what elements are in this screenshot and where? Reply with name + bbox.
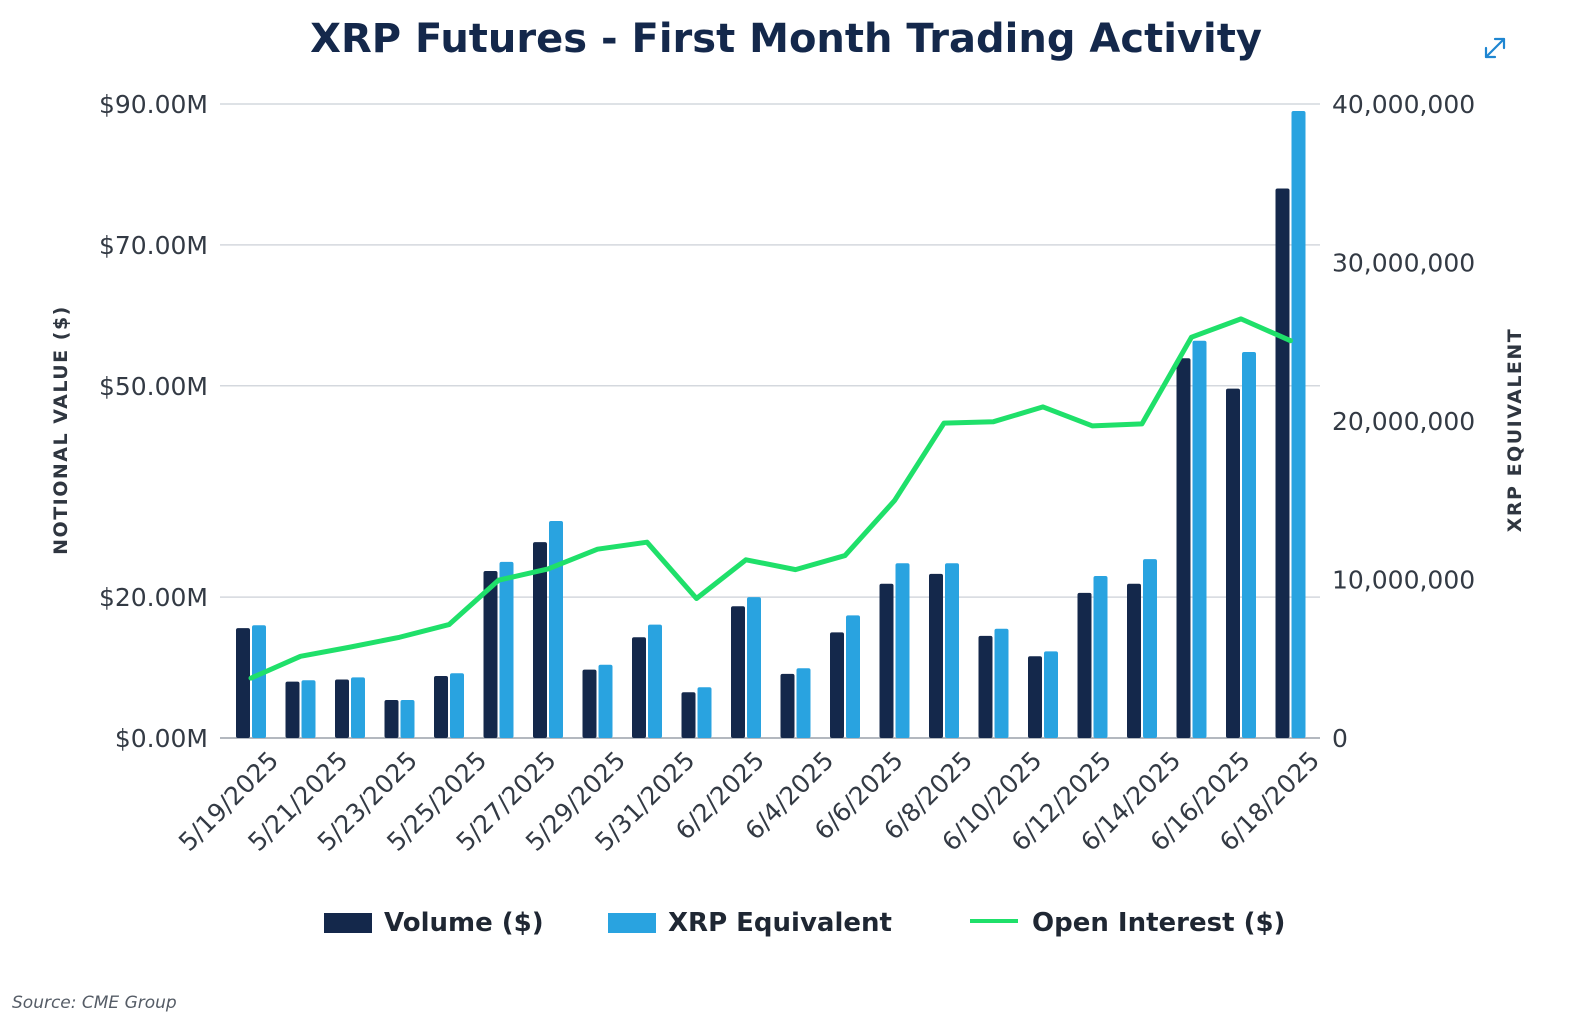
legend-label-volume: Volume ($) xyxy=(384,908,544,938)
left-tick-label: $20.00M xyxy=(99,583,208,612)
volume-bar xyxy=(236,628,250,738)
volume-bar xyxy=(1028,656,1042,738)
xrp-equivalent-bar xyxy=(945,563,959,738)
legend: Volume ($) XRP Equivalent Open Interest … xyxy=(324,908,1285,938)
xrp-equivalent-bar xyxy=(796,668,811,738)
right-tick-label: 40,000,000 xyxy=(1332,90,1475,119)
volume-bar xyxy=(335,679,349,738)
bars xyxy=(236,111,1306,739)
left-tick-label: $50.00M xyxy=(99,372,208,401)
left-tick-label: $70.00M xyxy=(99,231,208,260)
x-axis-ticks: 5/19/20255/21/20255/23/20255/25/20255/27… xyxy=(173,746,1325,857)
left-axis-title: NOTIONAL VALUE ($) xyxy=(50,305,72,555)
open-interest-line xyxy=(248,316,1293,681)
volume-bar xyxy=(929,573,943,738)
volume-bar xyxy=(483,571,498,738)
xrp-equivalent-bar xyxy=(1143,559,1157,738)
right-tick-label: 30,000,000 xyxy=(1332,249,1475,278)
left-axis-ticks: $90.00M $70.00M $50.00M $20.00M $0.00M xyxy=(99,90,208,753)
legend-swatch-xrp-equivalent xyxy=(608,913,656,933)
legend-item-xrp-equivalent: XRP Equivalent xyxy=(608,908,892,938)
legend-item-volume: Volume ($) xyxy=(324,908,544,938)
legend-item-open-interest: Open Interest ($) xyxy=(970,908,1285,938)
volume-bar xyxy=(780,673,795,738)
volume-bar xyxy=(582,669,597,738)
volume-bar xyxy=(632,637,646,738)
source-note: Source: CME Group xyxy=(12,993,177,1013)
volume-bar xyxy=(285,681,300,738)
volume-bar xyxy=(1127,583,1141,738)
legend-swatch-volume xyxy=(324,913,372,933)
left-tick-label: $0.00M xyxy=(115,724,208,753)
xrp-equivalent-bar xyxy=(549,521,563,738)
expand-icon[interactable] xyxy=(1480,33,1510,63)
right-tick-label: 10,000,000 xyxy=(1332,566,1475,595)
volume-bar xyxy=(681,692,696,738)
right-axis-title: XRP EQUIVALENT xyxy=(1504,328,1526,533)
chart-title: XRP Futures - First Month Trading Activi… xyxy=(310,16,1262,62)
volume-bar xyxy=(830,632,844,738)
xrp-equivalent-bar xyxy=(648,624,662,738)
xrp-equivalent-bar xyxy=(351,677,365,738)
volume-bar xyxy=(1176,358,1191,738)
volume-bar xyxy=(1275,188,1290,739)
xrp-equivalent-bar xyxy=(1093,575,1108,738)
xrp-equivalent-bar xyxy=(747,597,761,738)
volume-bar xyxy=(731,606,745,738)
xrp-equivalent-bar xyxy=(697,687,712,738)
volume-bar xyxy=(879,583,894,738)
xrp-equivalent-bar xyxy=(1242,351,1256,738)
volume-bar xyxy=(1077,592,1092,738)
right-tick-label: 20,000,000 xyxy=(1332,407,1475,436)
volume-bar xyxy=(533,542,547,738)
xrp-equivalent-bar xyxy=(846,615,860,738)
right-axis-ticks: 40,000,000 30,000,000 20,000,000 10,000,000… xyxy=(1332,90,1475,753)
xrp-equivalent-bar xyxy=(598,664,613,738)
volume-bar xyxy=(434,676,448,738)
xrp-equivalent-bar xyxy=(1291,111,1306,739)
xrp-equivalent-bar xyxy=(252,625,266,738)
xrp-equivalent-bar xyxy=(994,628,1009,738)
xrp-equivalent-bar xyxy=(895,563,910,738)
volume-bar xyxy=(384,699,399,738)
volume-bar xyxy=(978,635,993,738)
left-tick-label: $90.00M xyxy=(99,90,208,119)
xrp-equivalent-bar xyxy=(400,699,415,738)
xrp-equivalent-bar xyxy=(301,680,316,738)
xrp-equivalent-bar xyxy=(1044,651,1058,738)
xrp-equivalent-bar xyxy=(499,561,514,738)
open-interest-series xyxy=(248,316,1293,681)
volume-bar xyxy=(1226,388,1240,738)
xrp-equivalent-bar xyxy=(450,673,464,738)
legend-label-xrp-equivalent: XRP Equivalent xyxy=(668,908,892,938)
legend-label-open-interest: Open Interest ($) xyxy=(1032,908,1285,938)
xrp-equivalent-bar xyxy=(1192,340,1207,738)
right-tick-label: 0 xyxy=(1332,724,1348,753)
